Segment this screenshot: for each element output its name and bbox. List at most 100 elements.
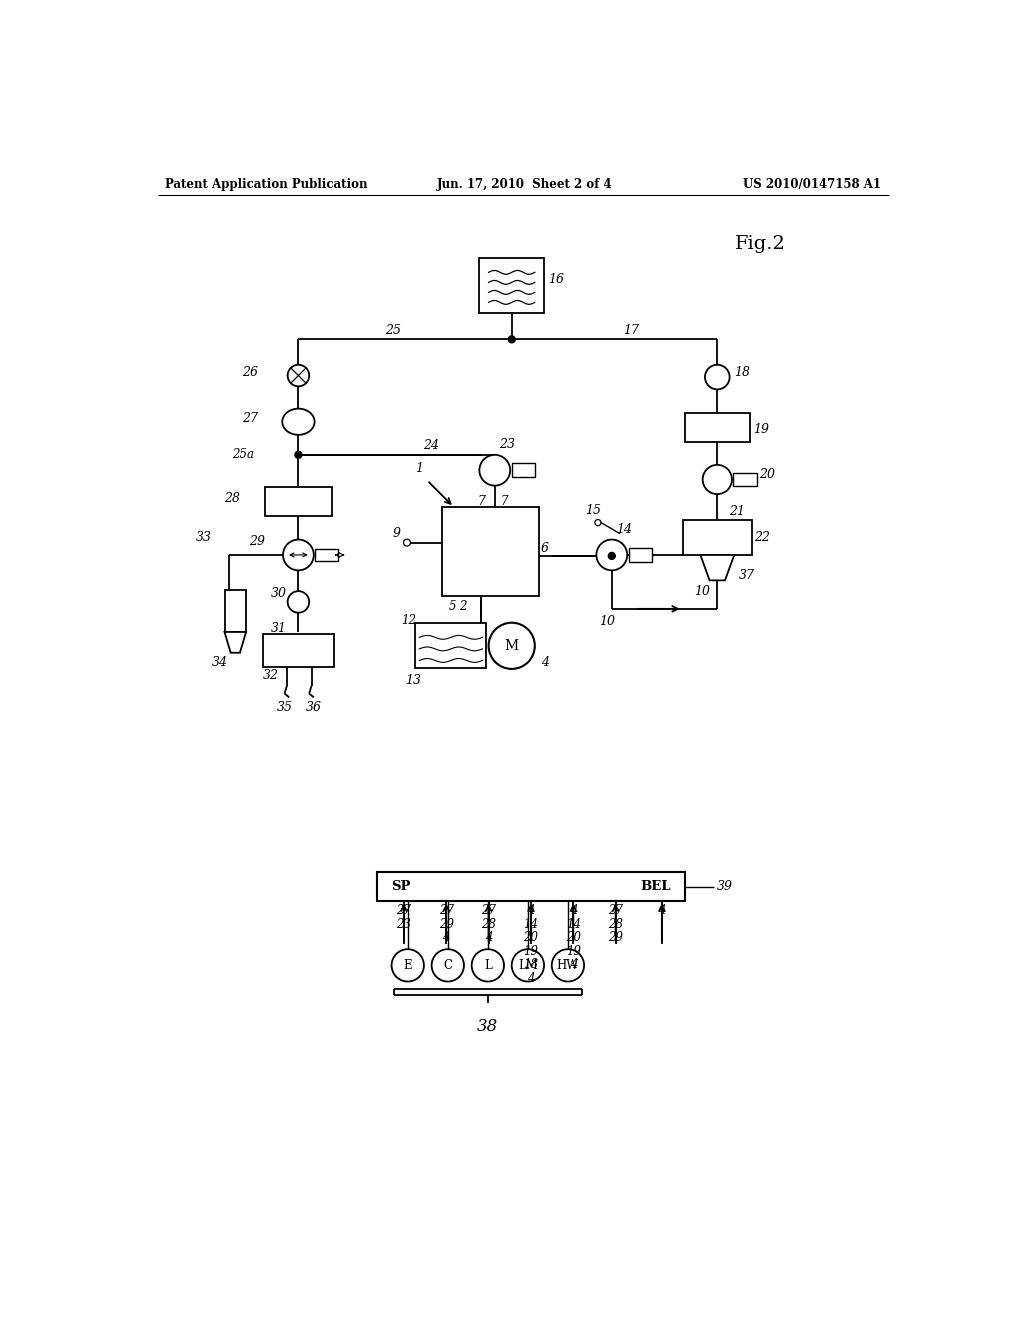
Circle shape [488, 623, 535, 669]
Text: 4: 4 [658, 904, 666, 917]
Text: 19: 19 [523, 945, 539, 957]
Text: 4: 4 [527, 904, 535, 917]
Text: 4: 4 [484, 931, 493, 944]
Circle shape [295, 451, 302, 458]
Text: 20: 20 [566, 931, 581, 944]
Bar [265, 487, 332, 516]
Text: 28: 28 [224, 492, 240, 506]
Text: 38: 38 [477, 1019, 499, 1035]
Text: 36: 36 [306, 701, 323, 714]
Text: 27: 27 [396, 904, 412, 917]
Text: 7: 7 [477, 495, 485, 508]
Text: 22: 22 [755, 531, 770, 544]
Text: 29: 29 [249, 536, 265, 548]
Bar [512, 463, 535, 478]
Circle shape [552, 949, 584, 982]
Text: BEL: BEL [641, 880, 671, 894]
Circle shape [432, 949, 464, 982]
Text: 23: 23 [499, 438, 515, 451]
Text: 30: 30 [270, 587, 287, 601]
Circle shape [512, 949, 544, 982]
Text: C: C [443, 958, 453, 972]
Text: Fig.2: Fig.2 [735, 235, 785, 253]
Text: 25a: 25a [231, 449, 254, 462]
Text: 17: 17 [624, 323, 639, 337]
Ellipse shape [283, 409, 314, 434]
Text: 18: 18 [734, 366, 751, 379]
Circle shape [391, 949, 424, 982]
Text: 27: 27 [608, 904, 624, 917]
Text: 29: 29 [438, 917, 454, 931]
Circle shape [472, 949, 504, 982]
Text: US 2010/0147158 A1: US 2010/0147158 A1 [743, 178, 882, 190]
Text: 6: 6 [541, 541, 548, 554]
Bar [733, 474, 757, 486]
Text: L: L [484, 958, 492, 972]
Text: 18: 18 [523, 958, 539, 972]
Bar [377, 873, 685, 902]
Text: 25: 25 [385, 323, 400, 337]
Text: 19: 19 [566, 945, 581, 957]
Bar [224, 590, 246, 632]
Text: 4: 4 [541, 656, 549, 669]
Circle shape [595, 520, 601, 525]
Text: 10: 10 [694, 585, 711, 598]
Text: 27: 27 [438, 904, 454, 917]
Text: 10: 10 [599, 615, 614, 628]
Text: 29: 29 [608, 931, 624, 944]
Circle shape [596, 540, 628, 570]
Bar [685, 413, 750, 442]
Text: 4: 4 [527, 972, 535, 985]
Text: M: M [505, 639, 519, 653]
Circle shape [479, 455, 510, 486]
Text: 33: 33 [196, 531, 211, 544]
Text: HW: HW [557, 958, 580, 972]
Bar [416, 623, 486, 668]
Bar [442, 507, 539, 595]
Text: 37: 37 [739, 569, 755, 582]
Text: 2: 2 [460, 601, 467, 612]
Circle shape [403, 539, 411, 546]
Text: 14: 14 [566, 917, 581, 931]
Text: LM: LM [518, 958, 538, 972]
Text: 16: 16 [548, 273, 564, 286]
Text: 32: 32 [263, 669, 279, 682]
Text: 21: 21 [729, 504, 744, 517]
Text: 19: 19 [753, 422, 769, 436]
Text: 28: 28 [481, 917, 496, 931]
Text: 34: 34 [211, 656, 227, 669]
Circle shape [283, 540, 313, 570]
Text: 28: 28 [608, 917, 624, 931]
Text: 9: 9 [392, 527, 400, 540]
Text: E: E [403, 958, 412, 972]
Text: 7: 7 [500, 495, 508, 508]
Text: 4: 4 [569, 904, 578, 917]
Text: 27: 27 [242, 412, 258, 425]
Bar [315, 549, 339, 561]
Bar [263, 635, 334, 667]
Text: 4: 4 [442, 931, 450, 944]
Circle shape [288, 591, 309, 612]
Bar [683, 520, 752, 554]
Text: Jun. 17, 2010  Sheet 2 of 4: Jun. 17, 2010 Sheet 2 of 4 [437, 178, 612, 190]
Text: 14: 14 [523, 917, 539, 931]
Text: 15: 15 [585, 504, 601, 517]
Circle shape [705, 364, 730, 389]
Circle shape [608, 553, 615, 560]
Text: 1: 1 [416, 462, 424, 475]
Text: 13: 13 [404, 675, 421, 686]
Text: Patent Application Publication: Patent Application Publication [165, 178, 368, 190]
Text: 35: 35 [276, 701, 293, 714]
Polygon shape [224, 632, 246, 653]
Text: 27: 27 [481, 904, 496, 917]
Text: 5: 5 [449, 601, 456, 612]
Text: 31: 31 [270, 622, 287, 635]
Text: 24: 24 [423, 440, 439, 453]
Bar [479, 257, 545, 313]
Circle shape [508, 335, 515, 343]
Text: 26: 26 [242, 366, 258, 379]
Circle shape [288, 364, 309, 387]
Polygon shape [700, 554, 734, 581]
Bar [629, 548, 652, 562]
Text: 14: 14 [615, 523, 632, 536]
